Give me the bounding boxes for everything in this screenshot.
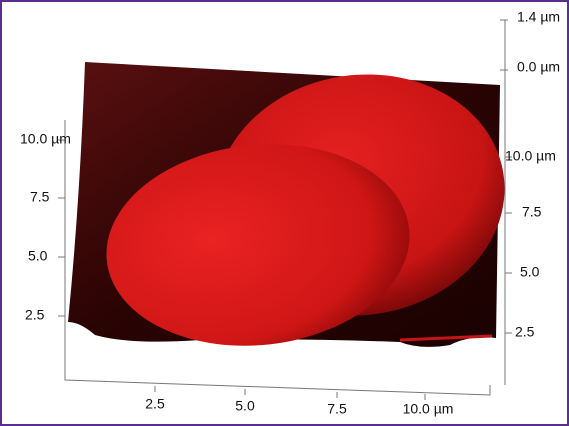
z-label: 1.4 µm	[517, 9, 560, 25]
left-tick-label: 10.0 µm	[20, 131, 71, 147]
afm-figure: 1.4 µm 0.0 µm 10.0 µm 7.5 5.0 2.5 10.0 µ…	[0, 0, 569, 426]
right-tick-label: 7.5	[522, 204, 542, 220]
left-tick-label: 7.5	[30, 189, 50, 205]
bottom-tick-label: 2.5	[145, 396, 165, 412]
page: 1.4 µm 0.0 µm 10.0 µm 7.5 5.0 2.5 10.0 µ…	[0, 0, 569, 426]
bottom-tick-label: 5.0	[235, 398, 255, 414]
bottom-tick-label: 10.0 µm	[403, 401, 454, 417]
bottom-tick-label: 7.5	[327, 401, 347, 417]
right-tick-label: 10.0 µm	[505, 148, 556, 164]
left-tick-label: 5.0	[28, 248, 48, 264]
right-tick-label: 5.0	[520, 264, 540, 280]
left-tick-label: 2.5	[25, 307, 45, 323]
z-label: 0.0 µm	[517, 59, 560, 75]
right-tick-label: 2.5	[515, 324, 535, 340]
